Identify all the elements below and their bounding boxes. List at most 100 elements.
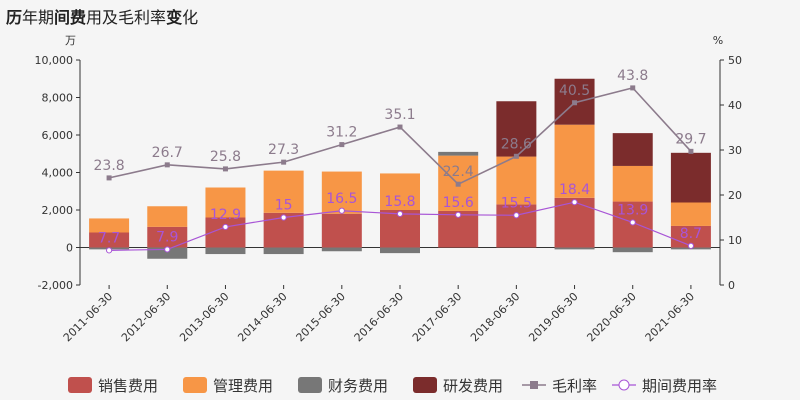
expense-rate-label: 8.7 — [680, 226, 702, 242]
legend-label: 财务费用 — [328, 377, 388, 395]
expense-rate-marker — [338, 207, 345, 214]
y-tick-label-left: 8,000 — [42, 92, 74, 105]
expense-rate-marker — [164, 246, 171, 253]
bar-finance — [380, 247, 420, 254]
expense-rate-label: 15.5 — [501, 195, 532, 211]
y-tick-label-left: 6,000 — [42, 129, 74, 142]
bar-rnd — [670, 152, 711, 203]
legend-label: 销售费用 — [98, 377, 158, 395]
expense-rate-marker — [105, 247, 113, 254]
legend-swatch — [298, 377, 322, 393]
gross-margin-marker — [339, 142, 345, 148]
gross-margin-marker — [222, 166, 228, 172]
chart-title: 历年期间费用及毛利率变化 — [6, 4, 198, 28]
bar-sales — [321, 213, 362, 248]
bar-finance — [438, 151, 479, 156]
gross-margin-marker — [281, 159, 287, 165]
expense-rate-marker — [629, 219, 636, 226]
bar-finance — [554, 247, 595, 250]
y-tick-label-left: 10,000 — [35, 54, 74, 67]
bar-admin — [205, 187, 246, 218]
legend-label: 管理费用 — [213, 377, 273, 395]
title-part: 化 — [182, 8, 199, 27]
y-unit-left: 万 — [65, 34, 76, 47]
x-tick-label: 2011-06-30 — [61, 290, 115, 344]
expense-rate-marker — [222, 223, 229, 231]
legend-swatch — [183, 377, 207, 393]
bar-finance — [263, 247, 304, 255]
gross-margin-marker — [106, 175, 112, 181]
y-tick-label-right: 10 — [728, 234, 742, 247]
bar-sales — [89, 232, 130, 248]
gross-margin-label: 29.7 — [675, 131, 706, 147]
x-tick-label: 2018-06-30 — [468, 290, 522, 344]
expense-rate-marker — [455, 211, 462, 218]
gross-margin-marker — [397, 124, 403, 130]
expense-rate-marker — [513, 212, 520, 219]
title-part: 用及毛利率 — [86, 8, 167, 27]
y-unit-right: % — [713, 34, 723, 47]
gross-margin-label: 23.8 — [94, 158, 125, 174]
bar-finance — [205, 247, 246, 255]
expense-rate-label: 15.8 — [384, 194, 415, 210]
y-tick-label-right: 20 — [728, 189, 742, 202]
bar-admin — [263, 170, 304, 213]
expense-rate-label: 15 — [275, 198, 293, 214]
gross-margin-marker — [513, 153, 519, 159]
y-tick-label-right: 30 — [728, 144, 742, 157]
expense-rate-marker — [396, 210, 404, 217]
gross-margin-marker — [630, 85, 636, 91]
bar-admin — [89, 218, 130, 233]
bar-admin — [496, 156, 537, 205]
x-tick-label: 2020-06-30 — [584, 290, 638, 344]
gross-margin-label: 35.1 — [384, 107, 415, 123]
bar-sales — [147, 226, 188, 248]
bar-admin — [670, 202, 711, 226]
x-tick-label: 2021-06-30 — [643, 290, 697, 344]
x-tick-label: 2014-06-30 — [235, 290, 289, 344]
x-tick-label: 2013-06-30 — [177, 290, 231, 344]
expense-rate-marker — [687, 242, 695, 249]
legend-marker — [618, 379, 630, 391]
legend-marker — [530, 381, 538, 389]
gross-margin-marker — [572, 100, 578, 106]
expense-rate-label: 18.4 — [559, 182, 590, 198]
bar-admin — [612, 165, 653, 202]
expense-rate-marker — [571, 199, 578, 206]
bar-sales — [496, 204, 537, 248]
y-tick-label-left: -2,000 — [38, 279, 73, 292]
gross-margin-label: 40.5 — [559, 83, 590, 99]
bar-admin — [554, 124, 595, 198]
gross-margin-label: 22.4 — [443, 164, 474, 180]
gross-margin-marker — [164, 162, 170, 168]
legend-label: 毛利率 — [552, 377, 597, 395]
bar-admin — [380, 173, 420, 210]
x-tick-label: 2015-06-30 — [294, 290, 348, 344]
gross-margin-label: 43.8 — [617, 68, 648, 84]
gross-margin-line — [108, 87, 692, 186]
x-tick-label: 2017-06-30 — [410, 290, 464, 344]
x-tick-label: 2016-06-30 — [352, 290, 406, 344]
title-part: 年期 — [22, 8, 55, 27]
legend-swatch — [413, 377, 437, 393]
legend-swatch — [68, 377, 92, 393]
y-tick-label-right: 50 — [728, 54, 742, 67]
x-tick-label: 2012-06-30 — [119, 290, 173, 344]
expense-rate-label: 12.9 — [210, 207, 241, 223]
expense-rate-label: 13.9 — [617, 202, 648, 218]
title-part: 变 — [166, 8, 183, 27]
y-tick-label-left: 2,000 — [42, 204, 74, 217]
expense-rate-label: 15.6 — [443, 195, 474, 211]
gross-margin-label: 27.3 — [268, 142, 299, 158]
x-tick-label: 2019-06-30 — [526, 290, 580, 344]
bar-finance — [147, 247, 188, 259]
gross-margin-label: 26.7 — [152, 145, 183, 161]
expense-rate-label: 7.7 — [98, 230, 120, 246]
gross-margin-label: 28.6 — [501, 136, 532, 152]
bar-rnd — [612, 133, 653, 166]
y-tick-label-left: 0 — [66, 242, 73, 255]
y-tick-label-left: 4,000 — [42, 167, 74, 180]
bar-finance — [321, 247, 362, 252]
expense-rate-label: 16.5 — [326, 191, 357, 207]
